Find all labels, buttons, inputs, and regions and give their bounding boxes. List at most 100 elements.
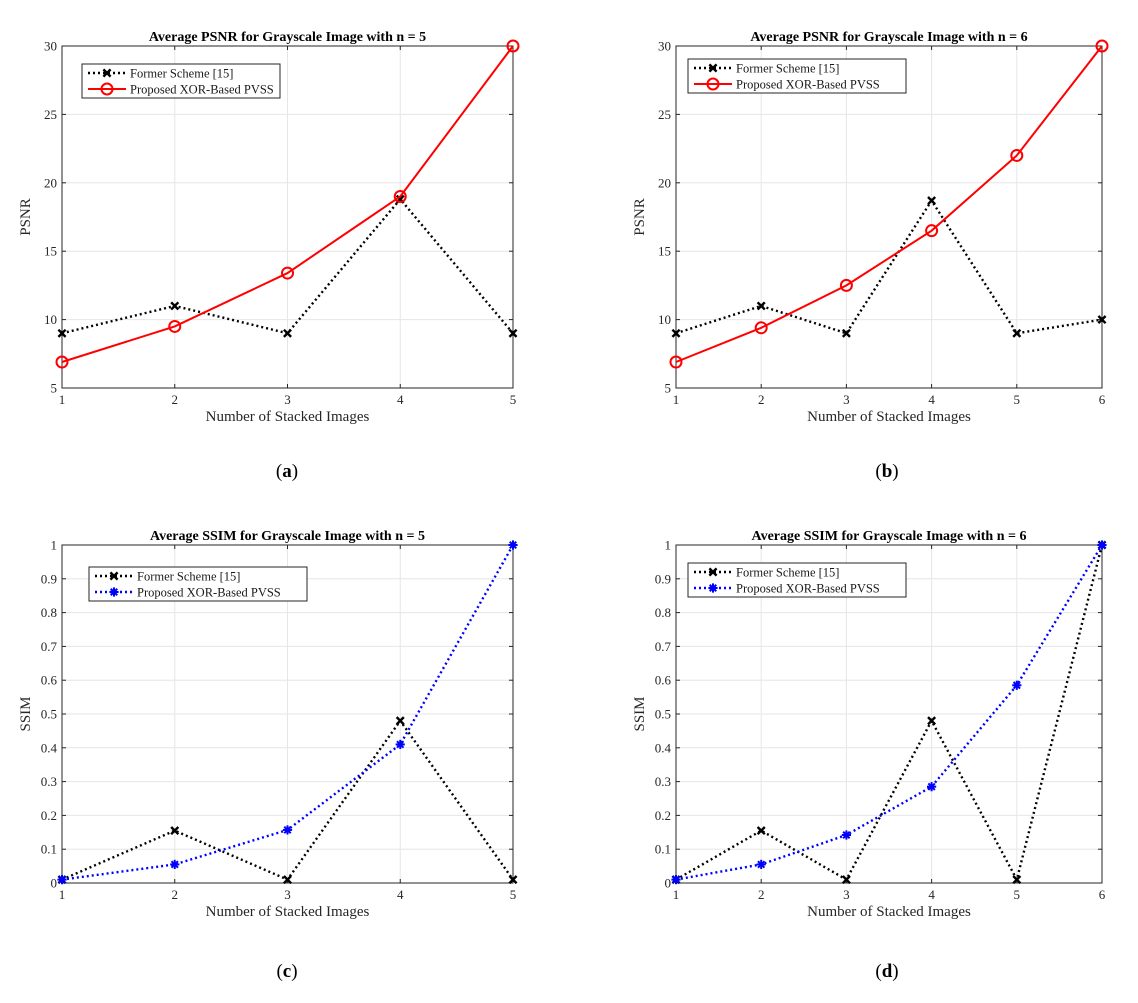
chart-panel-b: 1 2 3 4 5 6 5 10 15 20 25 30 Average PSNR for Graysc…	[632, 30, 1109, 482]
x-tick-label: 2	[758, 887, 765, 902]
data-point	[170, 826, 180, 836]
series-line	[675, 198, 1103, 335]
data-point	[756, 859, 766, 870]
panel-letter: d	[882, 961, 893, 982]
data-point	[395, 739, 405, 750]
data-point	[839, 278, 853, 292]
x-tick-label: 1	[59, 887, 66, 902]
y-axis-label: PSNR	[18, 198, 34, 236]
y-tick-label: 0.3	[655, 774, 671, 789]
y-tick-label: 0.2	[655, 808, 671, 823]
data-point	[1097, 315, 1107, 325]
chart-panel-d: 1 2 3 4 5 6 0 0.1 0.2 0.3 0.4 0.5 0.6 0.7 0.8 0.9 1 Avera…	[632, 529, 1107, 982]
data-point	[671, 328, 681, 338]
x-tick-label: 1	[673, 392, 680, 407]
data-point	[170, 301, 180, 311]
panel-letter: c	[283, 961, 291, 982]
y-tick-label: 0.8	[41, 605, 57, 620]
x-axis-label: Number of Stacked Images	[807, 409, 971, 425]
x-tick-label: 4	[928, 887, 935, 902]
y-tick-label: 0.7	[41, 639, 58, 654]
x-tick-label: 2	[172, 392, 179, 407]
y-tick-label: 10	[658, 312, 671, 327]
legend-box	[81, 63, 281, 99]
chart-panel-c: 1 2 3 4 5 0 0.1 0.2 0.3 0.4 0.5 0.6 0.7 0.8 0.9 1 Averag…	[18, 529, 518, 982]
legend: Former Scheme [15] Proposed XOR-Based PVS…	[88, 566, 308, 602]
data-point	[927, 782, 937, 792]
y-tick-label: 20	[44, 175, 57, 190]
data-point	[283, 875, 292, 885]
series-former-scheme	[57, 194, 518, 338]
data-point	[508, 328, 518, 338]
y-tick-label: 0	[51, 876, 58, 891]
series-line	[61, 45, 514, 363]
data-point	[756, 301, 766, 311]
x-axis-label: Number of Stacked Images	[807, 904, 971, 920]
chart-title: Average SSIM for Grayscale Image with n …	[150, 529, 425, 544]
series-proposed-xor-pvss	[669, 39, 1109, 369]
data-point	[508, 540, 518, 550]
y-tick-label: 0.3	[41, 774, 57, 789]
x-tick-label: 6	[1099, 392, 1106, 407]
data-point	[671, 875, 681, 885]
data-point	[1010, 148, 1024, 162]
y-tick-label: 0.9	[41, 571, 57, 586]
legend: Former Scheme [15] Proposed XOR-Based PVS…	[687, 58, 907, 94]
data-point	[1095, 39, 1109, 53]
x-tick-label: 3	[284, 392, 291, 407]
legend-label: Proposed XOR-Based PVSS	[736, 582, 880, 596]
chart-title: Average PSNR for Grayscale Image with n …	[149, 30, 426, 45]
legend-marker	[100, 82, 114, 96]
data-point	[754, 321, 768, 335]
data-point	[1097, 540, 1107, 550]
y-tick-label: 0.8	[655, 605, 671, 620]
data-point	[841, 830, 851, 840]
data-point	[925, 224, 939, 238]
y-axis-label: SSIM	[18, 696, 34, 731]
data-point	[282, 825, 293, 835]
data-point	[170, 859, 180, 870]
legend-box	[687, 562, 907, 598]
panel-letter: b	[882, 461, 893, 482]
data-point	[841, 875, 851, 885]
data-point	[756, 826, 766, 836]
x-tick-label: 1	[673, 887, 680, 902]
chart-panel-a: 1 2 3 4 5 5 10 15 20 25 30 Average PSNR for Graysca…	[18, 30, 520, 482]
y-tick-label: 25	[658, 107, 671, 122]
y-tick-label: 0.5	[655, 707, 671, 722]
data-point	[841, 328, 851, 338]
y-tick-label: 5	[51, 381, 58, 396]
y-tick-label: 30	[658, 39, 671, 54]
x-tick-label: 5	[1014, 392, 1021, 407]
y-tick-label: 1	[665, 538, 672, 553]
y-tick-label: 15	[658, 244, 671, 259]
y-tick-label: 0.2	[41, 808, 57, 823]
legend: Former Scheme [15] Proposed XOR-Based PVS…	[687, 562, 907, 598]
x-tick-label: 4	[928, 392, 935, 407]
legend-marker	[109, 587, 119, 597]
y-tick-label: 0.4	[41, 740, 58, 755]
y-tick-label: 10	[44, 312, 57, 327]
panel-caption: (b)	[875, 461, 898, 482]
data-point	[393, 189, 407, 203]
series-line	[675, 45, 1103, 363]
legend: Former Scheme [15] Proposed XOR-Based PVS…	[81, 63, 281, 99]
legend-label: Former Scheme [15]	[137, 570, 240, 584]
legend-label: Proposed XOR-Based PVSS	[130, 83, 274, 97]
legend-marker	[706, 77, 720, 91]
chart-title: Average SSIM for Grayscale Image with n …	[752, 529, 1027, 544]
y-tick-label: 15	[44, 244, 57, 259]
data-point	[57, 328, 67, 338]
data-point	[395, 716, 405, 726]
legend-label: Former Scheme [15]	[736, 62, 839, 76]
x-tick-label: 5	[1014, 887, 1021, 902]
data-point	[1012, 680, 1022, 690]
y-tick-label: 0	[665, 876, 672, 891]
data-point	[57, 875, 67, 885]
series-proposed-xor-pvss	[57, 540, 518, 885]
legend-marker	[102, 68, 112, 78]
y-tick-label: 1	[51, 538, 58, 553]
data-point	[1012, 875, 1022, 885]
x-tick-label: 2	[172, 887, 179, 902]
